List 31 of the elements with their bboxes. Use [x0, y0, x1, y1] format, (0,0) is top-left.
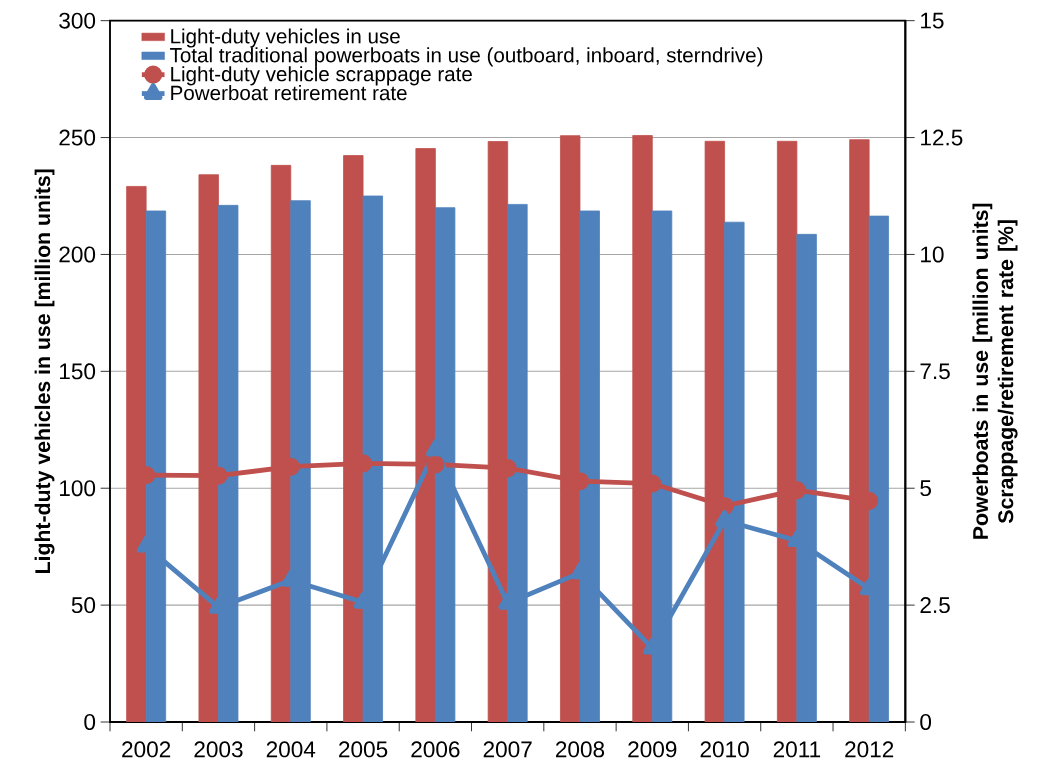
x-tick-label: 2006	[411, 741, 460, 758]
y-tick-label: 300	[59, 12, 96, 29]
y-tick-label: 200	[59, 246, 96, 263]
legend-label: Total traditional powerboats in use (outboard, inboard, sterndrive)	[170, 47, 763, 67]
legend-label: Powerboat retirement rate	[171, 85, 407, 101]
y-tick-label: 100	[60, 480, 96, 497]
y-tick-label: 50	[71, 597, 96, 614]
y2-tick-label: 15	[921, 12, 944, 29]
legend-label: Light-duty vehicle scrappage rate	[171, 66, 472, 86]
y2-tick-label: 12.5	[921, 129, 963, 146]
y2-tick-label: 5	[920, 480, 931, 497]
y2-tick-label: 2.5	[920, 597, 950, 614]
x-tick-label: 2004	[266, 741, 316, 758]
x-tick-label: 2010	[700, 741, 749, 758]
y-axis-title: Light-duty vehicles in use [million units]	[34, 169, 55, 574]
y-tick-label: 150	[60, 363, 96, 380]
x-tick-label: 2005	[339, 741, 388, 758]
legend-label: Light-duty vehicles in use	[171, 28, 400, 48]
y2-tick-label: 10	[921, 246, 944, 263]
x-tick-label: 2002	[122, 741, 171, 758]
y2-tick-label: 0	[920, 714, 932, 730]
x-tick-label: 2009	[628, 741, 677, 758]
x-tick-label: 2008	[556, 741, 605, 758]
y2-axis-title: Powerboats in use [million units] Scrappage/retirement rate [%]	[972, 203, 1018, 539]
y-tick-label: 250	[59, 129, 96, 146]
x-tick-label: 2003	[194, 741, 243, 758]
y-tick-label: 0	[84, 714, 96, 730]
y2-tick-label: 7.5	[920, 363, 950, 380]
x-tick-label: 2012	[845, 741, 894, 758]
x-tick-label: 2007	[483, 741, 532, 758]
x-tick-label: 2011	[773, 741, 821, 758]
